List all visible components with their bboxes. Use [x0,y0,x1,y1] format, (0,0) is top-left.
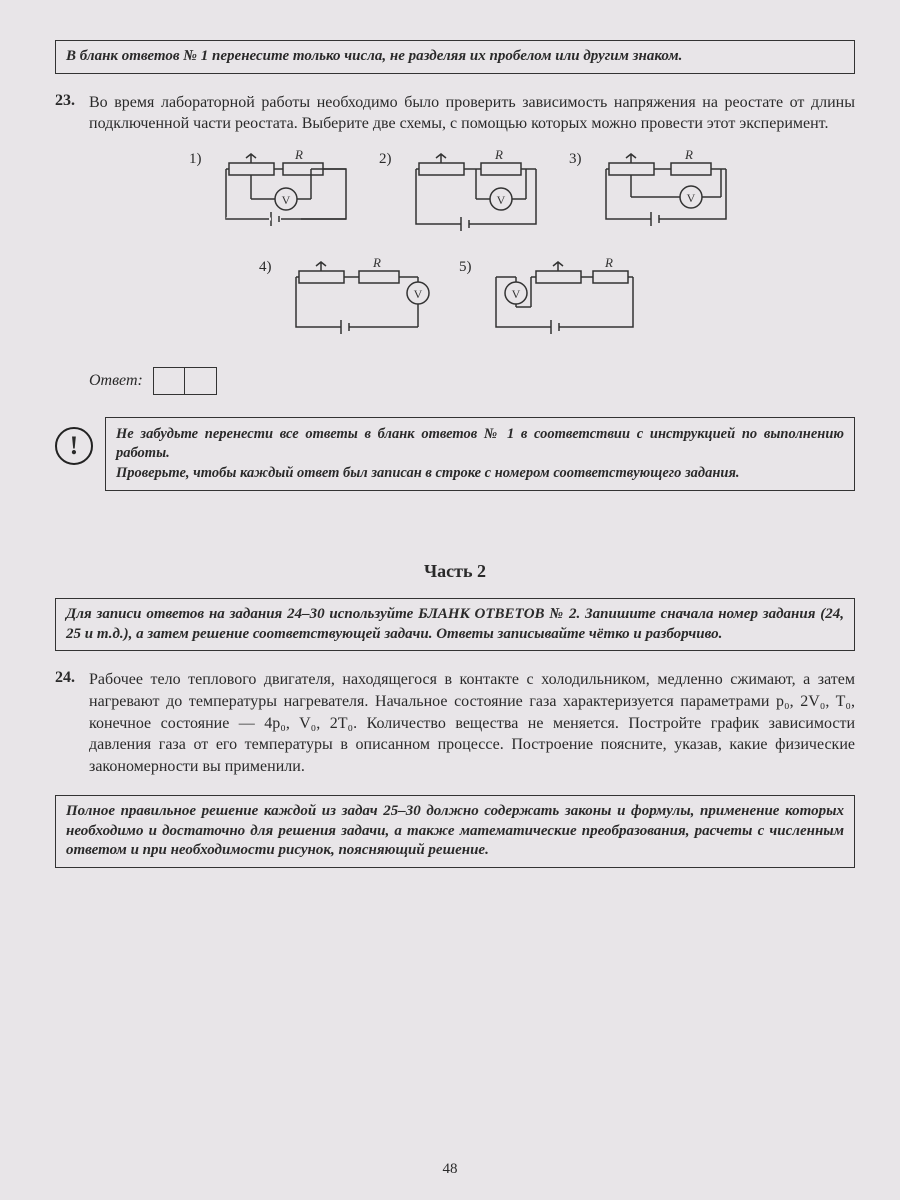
circuit-4: 4) R V [259,257,441,347]
instruction-box-3: Полное правильное решение каждой из зада… [55,795,855,868]
answer-label: Ответ: [89,372,143,390]
exclamation-icon: ! [55,427,93,465]
circuit-svg-1: R V [211,149,361,239]
svg-text:V: V [497,193,506,207]
circuit-3: 3) R V [569,149,741,239]
circuit-row-2: 4) R V [89,257,855,347]
page: В бланк ответов № 1 перенесите только чи… [0,0,900,1200]
task-number: 23. [55,92,89,110]
page-number: 48 [0,1161,900,1178]
part-2-title: Часть 2 [55,561,855,582]
task-text: Во время лабораторной работы необходимо … [89,92,855,135]
svg-text:V: V [512,287,521,301]
svg-text:R: R [294,149,303,162]
answer-row: Ответ: [89,367,855,395]
circuit-2: 2) R V [379,149,551,239]
svg-text:V: V [282,193,291,207]
svg-text:R: R [494,149,503,162]
circuit-1: 1) R [189,149,361,239]
circuit-5: 5) R V [459,257,641,347]
circuit-label: 3) [569,151,587,168]
task-text: Рабочее тело теплового двигателя, находя… [89,669,855,777]
task-number: 24. [55,669,89,687]
svg-text:R: R [604,257,613,270]
answer-box-1[interactable] [153,367,185,395]
reminder-box: Не забудьте перенести все ответы в бланк… [105,417,855,492]
instruction-box-1: В бланк ответов № 1 перенесите только чи… [55,40,855,74]
circuit-label: 2) [379,151,397,168]
svg-text:R: R [684,149,693,162]
circuit-label: 5) [459,259,477,276]
circuit-svg-4: R V [281,257,441,347]
reminder-row: ! Не забудьте перенести все ответы в бла… [55,417,855,492]
circuit-label: 4) [259,259,277,276]
answer-boxes [153,367,217,395]
task-23: 23. Во время лабораторной работы необход… [55,92,855,135]
circuit-svg-5: R V [481,257,641,347]
answer-box-2[interactable] [185,367,217,395]
instruction-box-2: Для записи ответов на задания 24–30 испо… [55,598,855,651]
task-24: 24. Рабочее тело теплового двигателя, на… [55,669,855,777]
circuit-label: 1) [189,151,207,168]
circuit-svg-3: R V [591,149,741,239]
circuit-svg-2: R V [401,149,551,239]
circuit-row-1: 1) R [89,149,855,239]
svg-text:V: V [414,287,423,301]
svg-text:V: V [687,191,696,205]
svg-text:R: R [372,257,381,270]
circuit-diagrams: 1) R [89,149,855,347]
